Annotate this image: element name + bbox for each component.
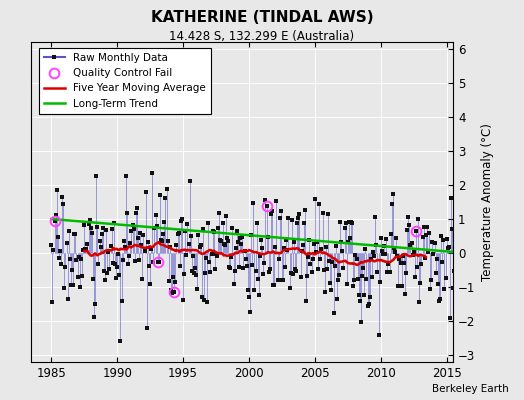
Text: KATHERINE (TINDAL AWS): KATHERINE (TINDAL AWS) [151,10,373,25]
Text: 14.428 S, 132.299 E (Australia): 14.428 S, 132.299 E (Australia) [169,30,355,43]
Legend: Raw Monthly Data, Quality Control Fail, Five Year Moving Average, Long-Term Tren: Raw Monthly Data, Quality Control Fail, … [39,48,211,114]
Y-axis label: Temperature Anomaly (°C): Temperature Anomaly (°C) [481,123,494,281]
Text: Berkeley Earth: Berkeley Earth [432,384,508,394]
